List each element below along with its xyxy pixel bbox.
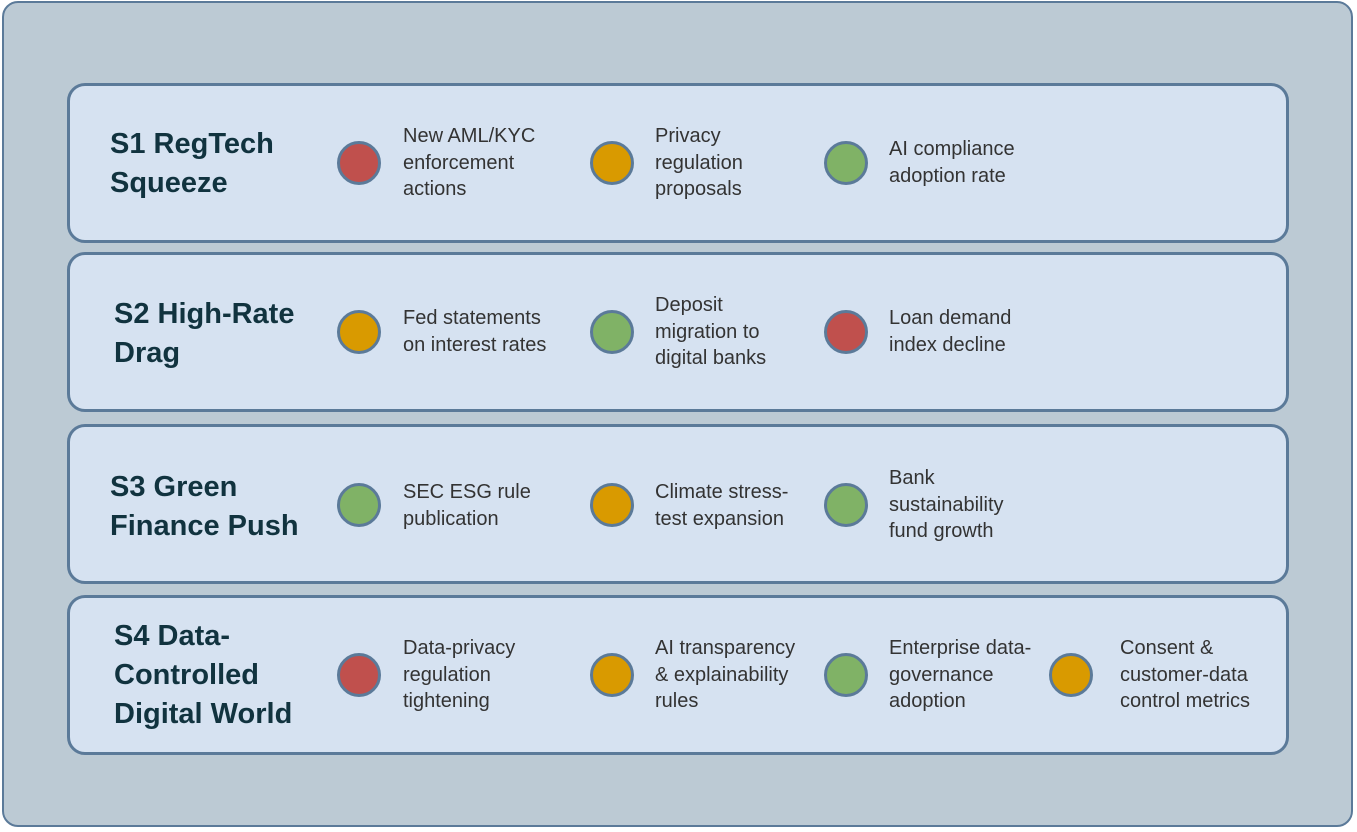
indicator-label: Deposit migration to digital banks bbox=[655, 294, 767, 369]
indicator-label: AI compliance adoption rate bbox=[889, 138, 1015, 187]
status-dot bbox=[337, 141, 381, 185]
scenario-row-s2 bbox=[67, 252, 1289, 412]
scenario-title: S2 High-Rate Drag bbox=[114, 298, 295, 369]
status-dot bbox=[590, 310, 634, 354]
indicator-label: Data-privacy regulation tightening bbox=[403, 637, 516, 712]
indicator-label: Enterprise data- governance adoption bbox=[889, 637, 1032, 712]
indicator-label: New AML/KYC enforcement actions bbox=[403, 125, 536, 200]
status-dot bbox=[824, 483, 868, 527]
status-dot bbox=[337, 483, 381, 527]
status-dot bbox=[824, 141, 868, 185]
status-dot bbox=[590, 653, 634, 697]
indicator-label: SEC ESG rule publication bbox=[403, 481, 531, 530]
indicator-label: Bank sustainability fund growth bbox=[889, 467, 1004, 542]
scenario-title: S1 RegTech Squeeze bbox=[110, 128, 274, 199]
status-dot bbox=[824, 310, 868, 354]
status-dot bbox=[1049, 653, 1093, 697]
scenario-row-s3 bbox=[67, 424, 1289, 584]
indicator-label: Privacy regulation proposals bbox=[655, 125, 743, 200]
indicator-label: Climate stress- test expansion bbox=[655, 481, 789, 530]
indicator-label: Fed statements on interest rates bbox=[403, 307, 547, 356]
scenario-title: S4 Data- Controlled Digital World bbox=[114, 620, 293, 730]
status-dot bbox=[590, 141, 634, 185]
indicator-label: Loan demand index decline bbox=[889, 307, 1012, 356]
indicator-label: Consent & customer-data control metrics bbox=[1120, 637, 1251, 712]
indicator-label: AI transparency & explainability rules bbox=[655, 637, 796, 712]
status-dot bbox=[824, 653, 868, 697]
scenario-row-s1 bbox=[67, 83, 1289, 243]
scenario-title: S3 Green Finance Push bbox=[110, 471, 299, 542]
status-dot bbox=[337, 310, 381, 354]
status-dot bbox=[337, 653, 381, 697]
status-dot bbox=[590, 483, 634, 527]
